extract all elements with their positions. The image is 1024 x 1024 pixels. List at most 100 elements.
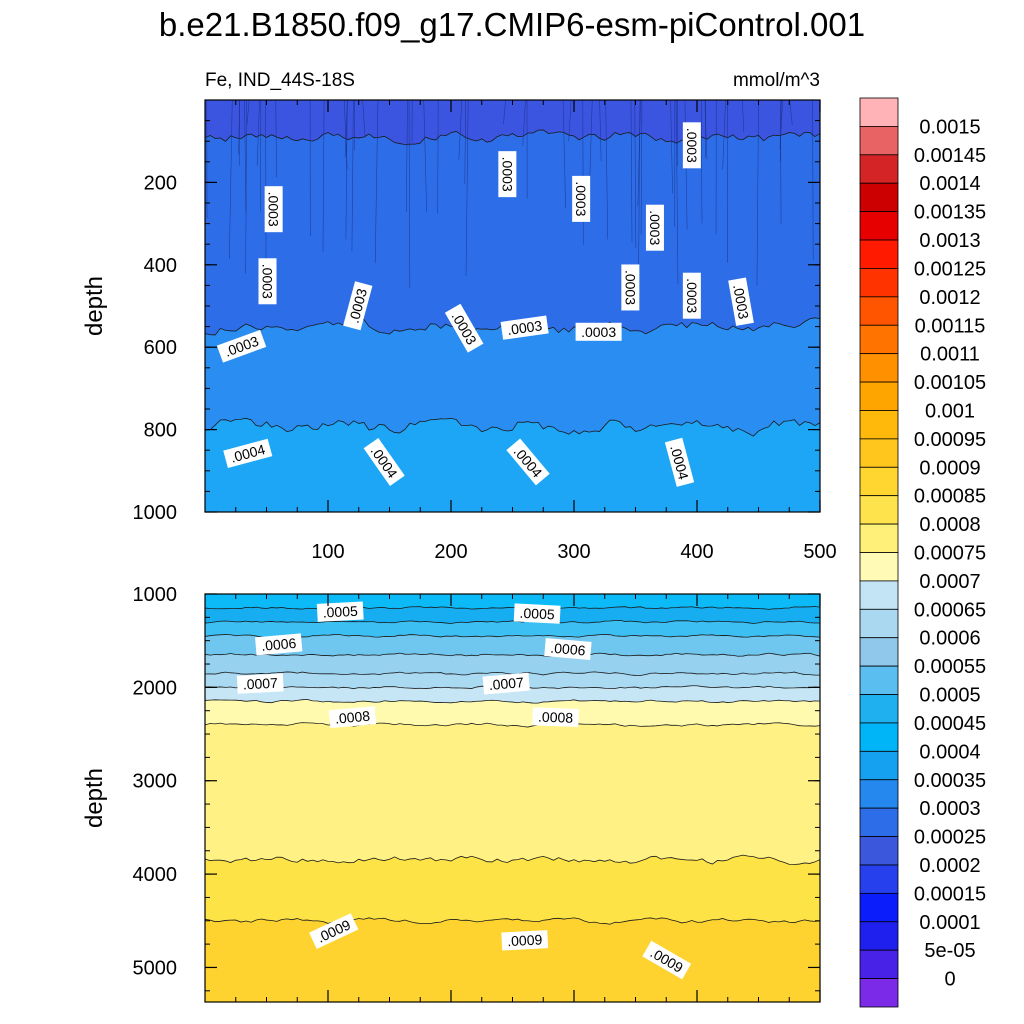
contour-label: .0006 bbox=[255, 633, 303, 656]
colorbar-label: 0.0006 bbox=[919, 628, 980, 650]
contour-line bbox=[589, 100, 593, 191]
y-tick-label: 2000 bbox=[133, 677, 178, 699]
colorbar-label: 0.00065 bbox=[914, 599, 986, 621]
colorbar-label: 0 bbox=[944, 969, 955, 991]
svg-text:.0003: .0003 bbox=[260, 264, 276, 299]
colorbar-swatch bbox=[859, 211, 899, 241]
x-tick-label: 500 bbox=[803, 541, 836, 563]
svg-text:.0003: .0003 bbox=[622, 270, 638, 305]
contour-line bbox=[722, 100, 726, 170]
contour-line bbox=[704, 100, 708, 160]
contour-line bbox=[562, 100, 566, 209]
svg-text:.0003: .0003 bbox=[499, 157, 515, 192]
colorbar-swatch bbox=[859, 126, 899, 156]
colorbar-swatch bbox=[859, 836, 899, 866]
svg-text:.0003: .0003 bbox=[730, 283, 752, 320]
contour-fill-band bbox=[205, 722, 820, 865]
contour-line bbox=[756, 100, 759, 286]
contour-line bbox=[405, 100, 408, 212]
contour-line bbox=[812, 100, 814, 261]
contour-line bbox=[229, 100, 233, 260]
colorbar-swatch bbox=[859, 779, 899, 809]
svg-text:.0003: .0003 bbox=[266, 192, 282, 227]
contour-line bbox=[205, 699, 820, 704]
colorbar-label: 0.0003 bbox=[919, 798, 980, 820]
contour-label: .0009 bbox=[501, 930, 549, 951]
svg-text:.0003: .0003 bbox=[573, 181, 589, 216]
colorbar-swatch bbox=[859, 324, 899, 355]
contour-line bbox=[246, 100, 250, 125]
contour-label: .0003 bbox=[621, 264, 640, 311]
contour-line bbox=[634, 100, 637, 249]
contour-label: .0003 bbox=[728, 277, 754, 326]
svg-text:.0006: .0006 bbox=[550, 640, 587, 659]
contour-line bbox=[205, 633, 820, 639]
contour-label: .0003 bbox=[264, 186, 283, 233]
svg-text:.0007: .0007 bbox=[242, 675, 278, 693]
panel-upper: .0003 .0003 .0003 .0003 .0003 .0003 .0003 .0003… bbox=[81, 99, 837, 563]
contour-line bbox=[779, 100, 784, 149]
contour-label: .0003 bbox=[498, 151, 517, 198]
colorbar-swatch bbox=[859, 694, 899, 724]
colorbar-label: 5e-05 bbox=[924, 940, 975, 962]
contour-label: .0003 bbox=[682, 122, 701, 169]
contour-line bbox=[374, 100, 379, 264]
colorbar-swatch bbox=[859, 523, 899, 553]
variable-label: Fe, IND_44S-18S bbox=[205, 70, 355, 91]
colorbar-swatch bbox=[859, 552, 899, 582]
colorbar-swatch bbox=[859, 921, 899, 951]
svg-text:.0005: .0005 bbox=[322, 603, 358, 621]
svg-text:.0003: .0003 bbox=[647, 210, 663, 245]
colorbar-label: 0.0002 bbox=[919, 855, 980, 877]
colorbar-label: 0.00095 bbox=[914, 429, 986, 451]
colorbar-label: 0.00125 bbox=[914, 258, 986, 280]
contour-line bbox=[345, 100, 348, 240]
y-tick-label: 400 bbox=[144, 255, 177, 277]
contour-line bbox=[465, 100, 469, 277]
colorbar-label: 0.0004 bbox=[919, 741, 980, 763]
svg-text:.0008: .0008 bbox=[334, 708, 371, 727]
colorbar-swatch bbox=[859, 495, 899, 525]
contour-label: .0003 bbox=[645, 204, 664, 251]
panel-upper-field bbox=[205, 100, 820, 512]
y-tick-label: 4000 bbox=[133, 864, 178, 886]
contour-fill-band bbox=[205, 418, 820, 512]
contour-label: .0007 bbox=[482, 672, 530, 695]
contour-fill-band bbox=[205, 620, 820, 638]
colorbar-label: 0.0013 bbox=[919, 230, 980, 252]
contour-label: .0003 bbox=[572, 175, 591, 222]
contour-line bbox=[522, 100, 526, 146]
colorbar-label: 0.0011 bbox=[920, 344, 980, 366]
contour-line bbox=[205, 917, 820, 925]
colorbar-label: 0.0001 bbox=[919, 912, 980, 934]
contour-line bbox=[630, 100, 633, 243]
contour-line bbox=[605, 100, 609, 240]
contour-label: .0003 bbox=[575, 322, 622, 341]
colorbar-swatch bbox=[859, 466, 899, 497]
colorbar-label: 0.00115 bbox=[915, 315, 986, 337]
contour-line bbox=[275, 100, 277, 178]
colorbar-swatch bbox=[859, 154, 899, 184]
colorbar-swatch bbox=[859, 182, 899, 213]
y-axis-label: depth bbox=[81, 276, 108, 336]
colorbar-label: 0.00085 bbox=[914, 486, 986, 508]
colorbar-swatch bbox=[859, 438, 899, 468]
contour-line bbox=[670, 100, 673, 194]
colorbar-swatch bbox=[859, 381, 899, 411]
contour-label: .0003 bbox=[258, 258, 277, 305]
colorbar-swatch bbox=[859, 580, 899, 610]
y-tick-label: 600 bbox=[144, 337, 177, 359]
contour-line bbox=[503, 100, 506, 125]
colorbar-label: 0.0009 bbox=[919, 457, 980, 479]
contour-label: .0005 bbox=[513, 603, 561, 624]
colorbar-swatch bbox=[859, 892, 899, 923]
y-tick-label: 800 bbox=[144, 420, 177, 442]
contour-fill-band bbox=[205, 685, 820, 704]
colorbar-swatch bbox=[859, 978, 899, 1008]
y-tick-label: 1000 bbox=[133, 502, 178, 524]
colorbar-swatch bbox=[859, 608, 899, 639]
x-tick-label: 300 bbox=[557, 541, 590, 563]
contour-line bbox=[205, 854, 820, 865]
x-tick-label: 100 bbox=[311, 541, 344, 563]
contour-fill-band bbox=[205, 317, 820, 437]
